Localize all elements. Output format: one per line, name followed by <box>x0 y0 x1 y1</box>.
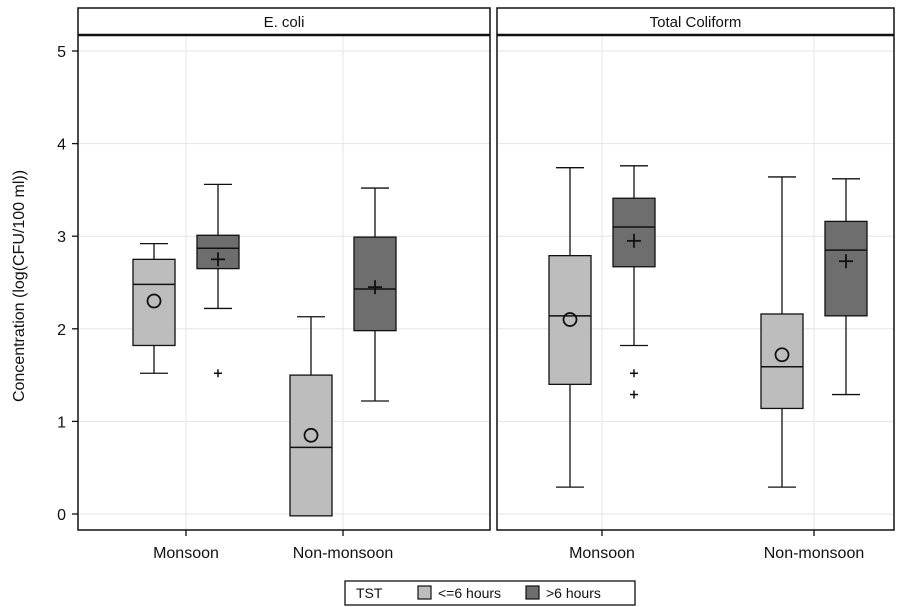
y-tick-label: 0 <box>57 507 66 524</box>
box-long <box>824 178 868 396</box>
box-iqr <box>289 374 333 517</box>
x-tick-label: Non-monsoon <box>293 545 394 562</box>
panel-0: E. coli Monsoon Non-monsoon <box>77 7 491 562</box>
box-iqr <box>132 258 176 347</box>
x-tick-label: Monsoon <box>153 545 219 562</box>
box-short <box>548 167 592 488</box>
box-iqr <box>824 220 868 317</box>
x-tick-label: Monsoon <box>569 545 635 562</box>
panel-title: E. coli <box>264 14 305 31</box>
box-long <box>196 183 240 378</box>
y-axis: 0 1 2 3 4 5 <box>57 44 78 524</box>
panels: E. coli Monsoon Non-monsoon Total Coliform M… <box>57 7 895 562</box>
legend-frame <box>344 580 636 606</box>
y-tick-label: 3 <box>57 229 66 246</box>
panel-frame <box>77 7 491 531</box>
panel-frame <box>496 7 895 531</box>
box-long <box>612 165 656 399</box>
legend-swatch <box>525 585 540 600</box>
panel-header <box>78 8 490 35</box>
box-short <box>132 242 176 374</box>
mean-marker-circle <box>303 427 319 443</box>
panel-title: Total Coliform <box>650 14 742 31</box>
y-tick-label: 2 <box>57 322 66 339</box>
legend-title: TST <box>356 585 383 601</box>
panel-1: Total Coliform Monsoon Non-monsoon <box>496 7 895 562</box>
y-tick-label: 4 <box>57 137 66 154</box>
mean-marker-circle <box>146 293 162 309</box>
mean-marker-circle <box>562 312 578 327</box>
box-iqr <box>612 197 656 268</box>
y-tick-label: 5 <box>57 44 66 61</box>
legend: TST <=6 hours >6 hours <box>344 580 636 606</box>
box-short <box>760 176 804 488</box>
legend-label: <=6 hours <box>438 585 501 601</box>
x-tick-label: Non-monsoon <box>764 545 865 562</box>
y-axis-title: Concentration (log(CFU/100 ml)) <box>11 170 28 402</box>
box-short <box>289 316 333 517</box>
y-tick-label: 1 <box>57 414 66 431</box>
box-iqr <box>548 254 592 386</box>
legend-label: >6 hours <box>546 585 601 601</box>
mean-marker-circle <box>774 347 790 363</box>
box-long <box>353 187 397 402</box>
legend-swatch <box>417 585 432 600</box>
panel-header <box>497 8 894 35</box>
